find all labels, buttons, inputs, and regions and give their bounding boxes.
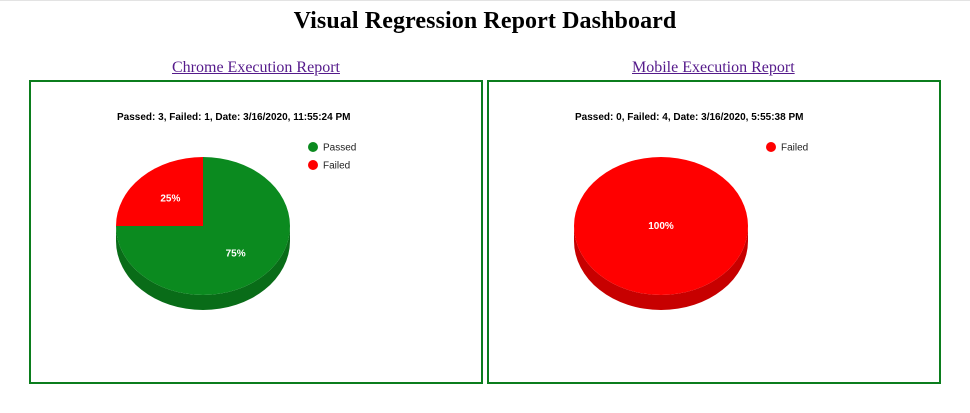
chrome-pie-chart: Passed: 3, Failed: 1, Date: 3/16/2020, 1… (116, 112, 356, 310)
legend-marker-failed (308, 160, 318, 170)
chart-title: Passed: 0, Failed: 4, Date: 3/16/2020, 5… (575, 112, 803, 123)
chrome-report-link[interactable]: Chrome Execution Report (172, 59, 340, 76)
mobile-chart-panel: Passed: 0, Failed: 4, Date: 3/16/2020, 5… (487, 80, 941, 384)
slice-label-failed: 100% (648, 221, 674, 232)
slice-failed[interactable] (116, 157, 203, 226)
slice-label-passed: 75% (226, 248, 246, 259)
legend-label-failed: Failed (781, 143, 808, 154)
legend-marker-failed (766, 142, 776, 152)
legend-label-failed: Failed (323, 161, 350, 172)
mobile-report-link[interactable]: Mobile Execution Report (632, 59, 795, 76)
mobile-pie-chart: Passed: 0, Failed: 4, Date: 3/16/2020, 5… (574, 112, 808, 310)
chart-title: Passed: 3, Failed: 1, Date: 3/16/2020, 1… (117, 112, 350, 123)
slice-failed[interactable] (574, 157, 748, 295)
chrome-chart-panel: Passed: 3, Failed: 1, Date: 3/16/2020, 1… (29, 80, 483, 384)
legend-label-passed: Passed (323, 143, 356, 154)
slice-label-failed: 25% (160, 194, 180, 205)
page-title: Visual Regression Report Dashboard (293, 8, 677, 34)
legend-marker-passed (308, 142, 318, 152)
top-divider (0, 0, 970, 1)
slice-side-passed (116, 226, 290, 310)
slice-side-failed (574, 226, 748, 310)
